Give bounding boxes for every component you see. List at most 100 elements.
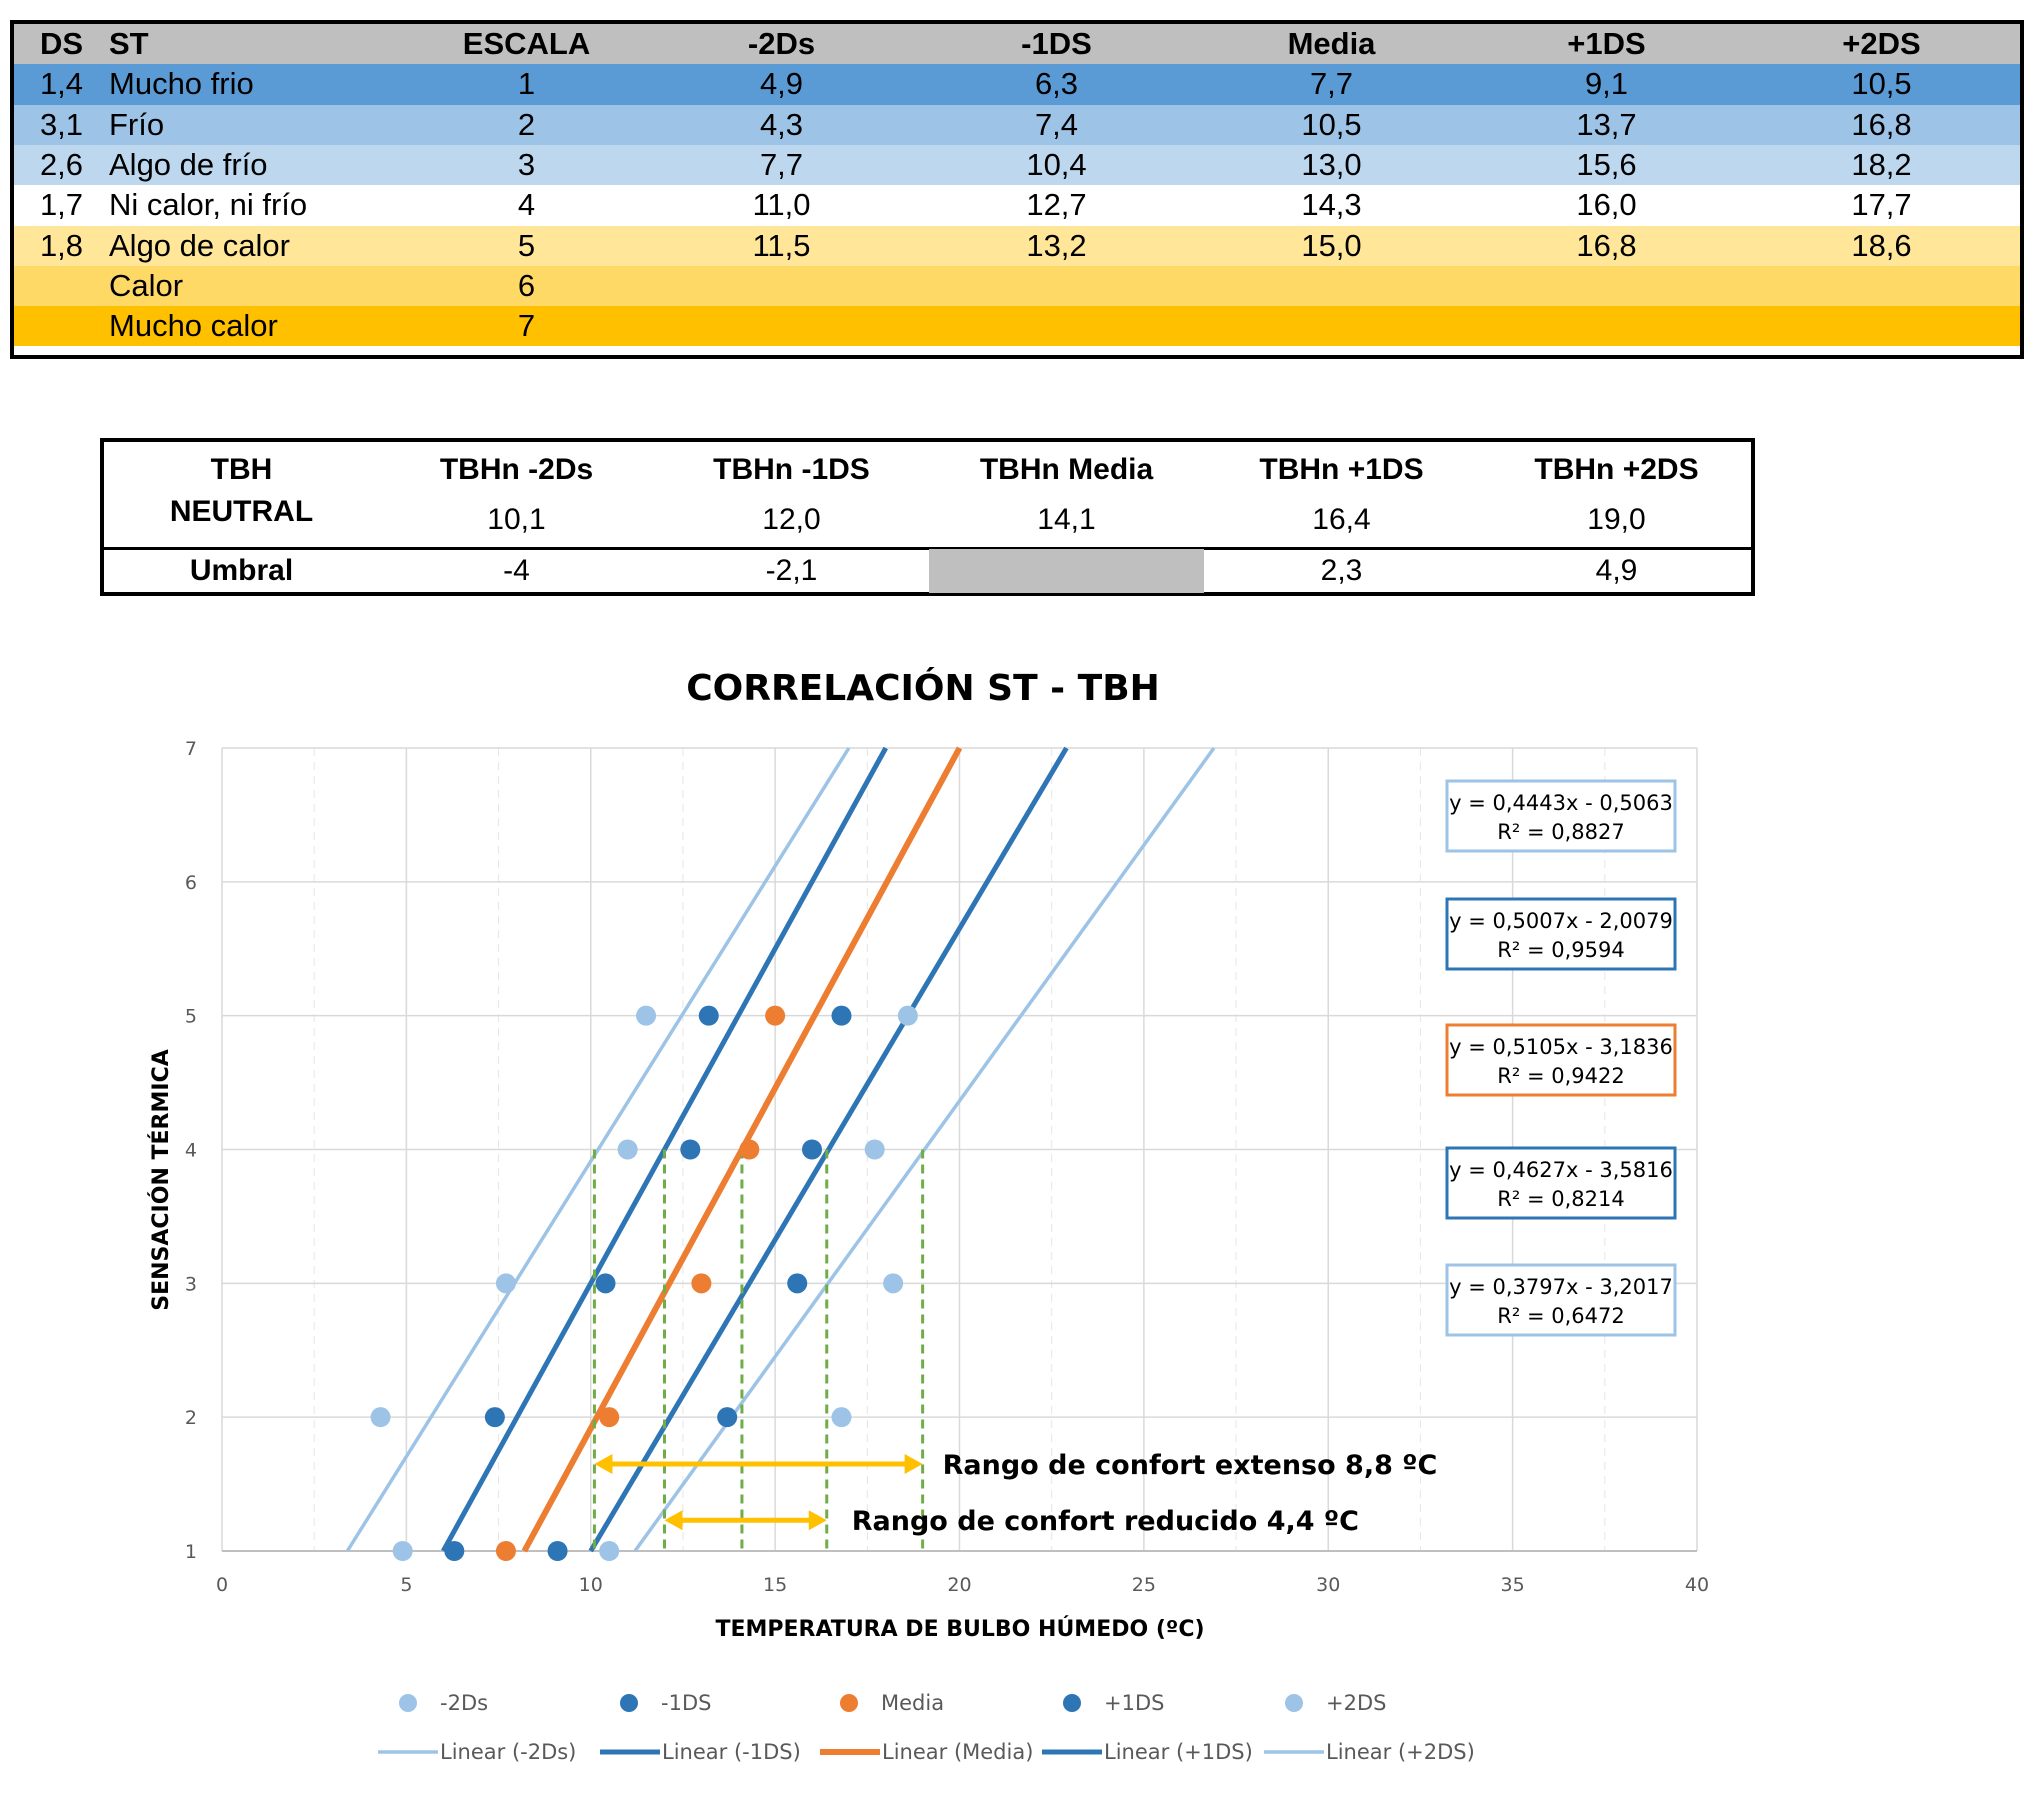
x-tick-label: 15 [763, 1574, 787, 1596]
data-point--1DS [698, 1005, 719, 1026]
header-plus1: +1DS [1567, 26, 1646, 62]
cell-plus1: 15,6 [1576, 147, 1637, 183]
comfort-markers: Rango de confort extenso 8,8 ºC Rango de … [592, 1149, 1437, 1551]
y-tick-label: 6 [185, 872, 197, 894]
cell-plus2 [1744, 306, 2019, 346]
legend-marker [399, 1694, 417, 1712]
cell-minus2: 11,0 [752, 187, 811, 223]
neutral-label: NEUTRAL [169, 495, 314, 528]
equation-text: y = 0,5105x - 3,1836 [1449, 1035, 1673, 1059]
cell-media: 10,5 [1301, 106, 1362, 142]
chart-legend: -2Ds -1DS Media +1DS +2DS Linear (-2Ds) Linear… [378, 1691, 1475, 1764]
header-tbhn-media: TBHn Media [979, 453, 1154, 486]
legend-marker [1063, 1694, 1081, 1712]
cell-ds [14, 306, 109, 346]
cell-st: Algo de calor [109, 227, 290, 263]
cell-minus2: 4,9 [759, 66, 804, 102]
cell-plus2: 18,6 [1851, 227, 1912, 263]
cell-media: 7,7 [1309, 66, 1354, 102]
cell-minus2: 11,5 [752, 227, 811, 263]
header-tbhn-plus1: TBHn +1DS [1259, 453, 1424, 486]
equation-box [1445, 1263, 1677, 1337]
header-tbhn-minus1: TBHn -1DS [713, 453, 870, 486]
cell-st: Mucho frio [109, 66, 254, 102]
y-tick-label: 3 [185, 1273, 197, 1295]
equation-box [1445, 897, 1677, 971]
umbral-value-plus1: 2,3 [1320, 554, 1363, 587]
header-minus1: -1DS [1021, 26, 1092, 62]
cell-ds: 1,8 [39, 227, 84, 263]
range-arrow-head-right [808, 1510, 827, 1531]
table-row: 1,8 Algo de calor 5 11,5 13,2 15,0 16,8 18,6 [14, 225, 2020, 266]
data-point-+2DS [883, 1273, 904, 1294]
range-arrow-head-left [664, 1510, 683, 1531]
legend-trend-label: Linear (-2Ds) [440, 1740, 576, 1764]
table-row: 1,7 Ni calor, ni frío 4 11,0 12,7 14,3 16,0 17,… [14, 185, 2020, 226]
r2-text: R² = 0,8214 [1497, 1187, 1624, 1211]
cell-minus1: 13,2 [1026, 227, 1087, 263]
data-point-Media [495, 1541, 516, 1561]
cell-plus1 [1469, 306, 1744, 346]
table-header-row: DS ST ESCALA -2Ds -1DS Media +1DS +2DS [14, 24, 2020, 65]
header-plus2: +2DS [1842, 26, 1921, 62]
x-tick-label: 40 [1685, 1574, 1709, 1596]
r2-text: R² = 0,9594 [1497, 938, 1624, 962]
data-point-+1DS [547, 1541, 568, 1561]
data-point--1DS [484, 1407, 505, 1428]
neutral-value-minus1: 12,0 [762, 503, 821, 536]
trendline-equations: y = 0,4443x - 0,5063 R² = 0,8827 y = 0,500… [1445, 779, 1677, 1337]
data-point-+2DS [897, 1005, 918, 1026]
table-row: 1,4 Mucho frio 1 4,9 6,3 7,7 9,1 10,5 [14, 64, 2020, 105]
cell-minus1: 6,3 [1034, 66, 1079, 102]
equation-box [1445, 1146, 1677, 1220]
header-minus2: -2Ds [747, 26, 816, 62]
cell-media: 13,0 [1301, 147, 1362, 183]
header-tbhn-minus2: TBHn -2Ds [439, 453, 594, 486]
range-arrow-head-left [594, 1454, 613, 1475]
cell-st: Mucho calor [109, 308, 278, 344]
cell-minus2 [644, 266, 919, 306]
r2-text: R² = 0,8827 [1497, 820, 1624, 844]
cell-escala: 3 [517, 147, 536, 183]
y-tick-label: 5 [185, 1006, 197, 1028]
r2-text: R² = 0,6472 [1497, 1304, 1624, 1328]
data-point-Media [739, 1139, 760, 1160]
cell-minus2: 4,3 [759, 106, 804, 142]
legend-marker [620, 1694, 638, 1712]
umbral-empty-cell [929, 549, 1204, 593]
data-point-+2DS [831, 1407, 852, 1428]
cell-plus1: 13,7 [1576, 106, 1637, 142]
cell-media [1194, 306, 1469, 346]
cell-minus2: 7,7 [759, 147, 804, 183]
data-point-+1DS [787, 1273, 808, 1294]
cell-ds [14, 266, 109, 306]
umbral-value-minus2: -4 [503, 554, 530, 587]
legend-label: -1DS [661, 1691, 711, 1715]
header-escala: ESCALA [462, 26, 591, 62]
umbral-value-plus2: 4,9 [1595, 554, 1638, 587]
cell-minus1 [919, 306, 1194, 346]
cell-minus1 [919, 266, 1194, 306]
equation-text: y = 0,3797x - 3,2017 [1449, 1275, 1673, 1299]
x-tick-label: 35 [1501, 1574, 1525, 1596]
cell-st: Calor [109, 267, 184, 303]
cell-escala: 2 [517, 106, 536, 142]
cell-ds: 1,4 [39, 66, 84, 102]
data-point--2Ds [495, 1273, 516, 1294]
cell-minus2 [644, 306, 919, 346]
data-point-+2DS [864, 1139, 885, 1160]
cell-minus1: 12,7 [1026, 187, 1087, 223]
cell-plus2: 16,8 [1851, 106, 1912, 142]
x-tick-label: 25 [1132, 1574, 1156, 1596]
equation-text: y = 0,4443x - 0,5063 [1449, 791, 1673, 815]
range-label: Rango de confort reducido 4,4 ºC [852, 1506, 1359, 1537]
cell-media: 14,3 [1301, 187, 1362, 223]
trendline-+1DS [588, 746, 1069, 1553]
data-point-+1DS [717, 1407, 738, 1428]
legend-label: +1DS [1104, 1691, 1164, 1715]
legend-marker [1285, 1694, 1303, 1712]
data-point--2Ds [617, 1139, 638, 1160]
tbh-neutral-table: TBH NEUTRAL TBHn -2Ds TBHn -1DS TBHn Med… [100, 438, 1755, 596]
cell-media [1194, 266, 1469, 306]
